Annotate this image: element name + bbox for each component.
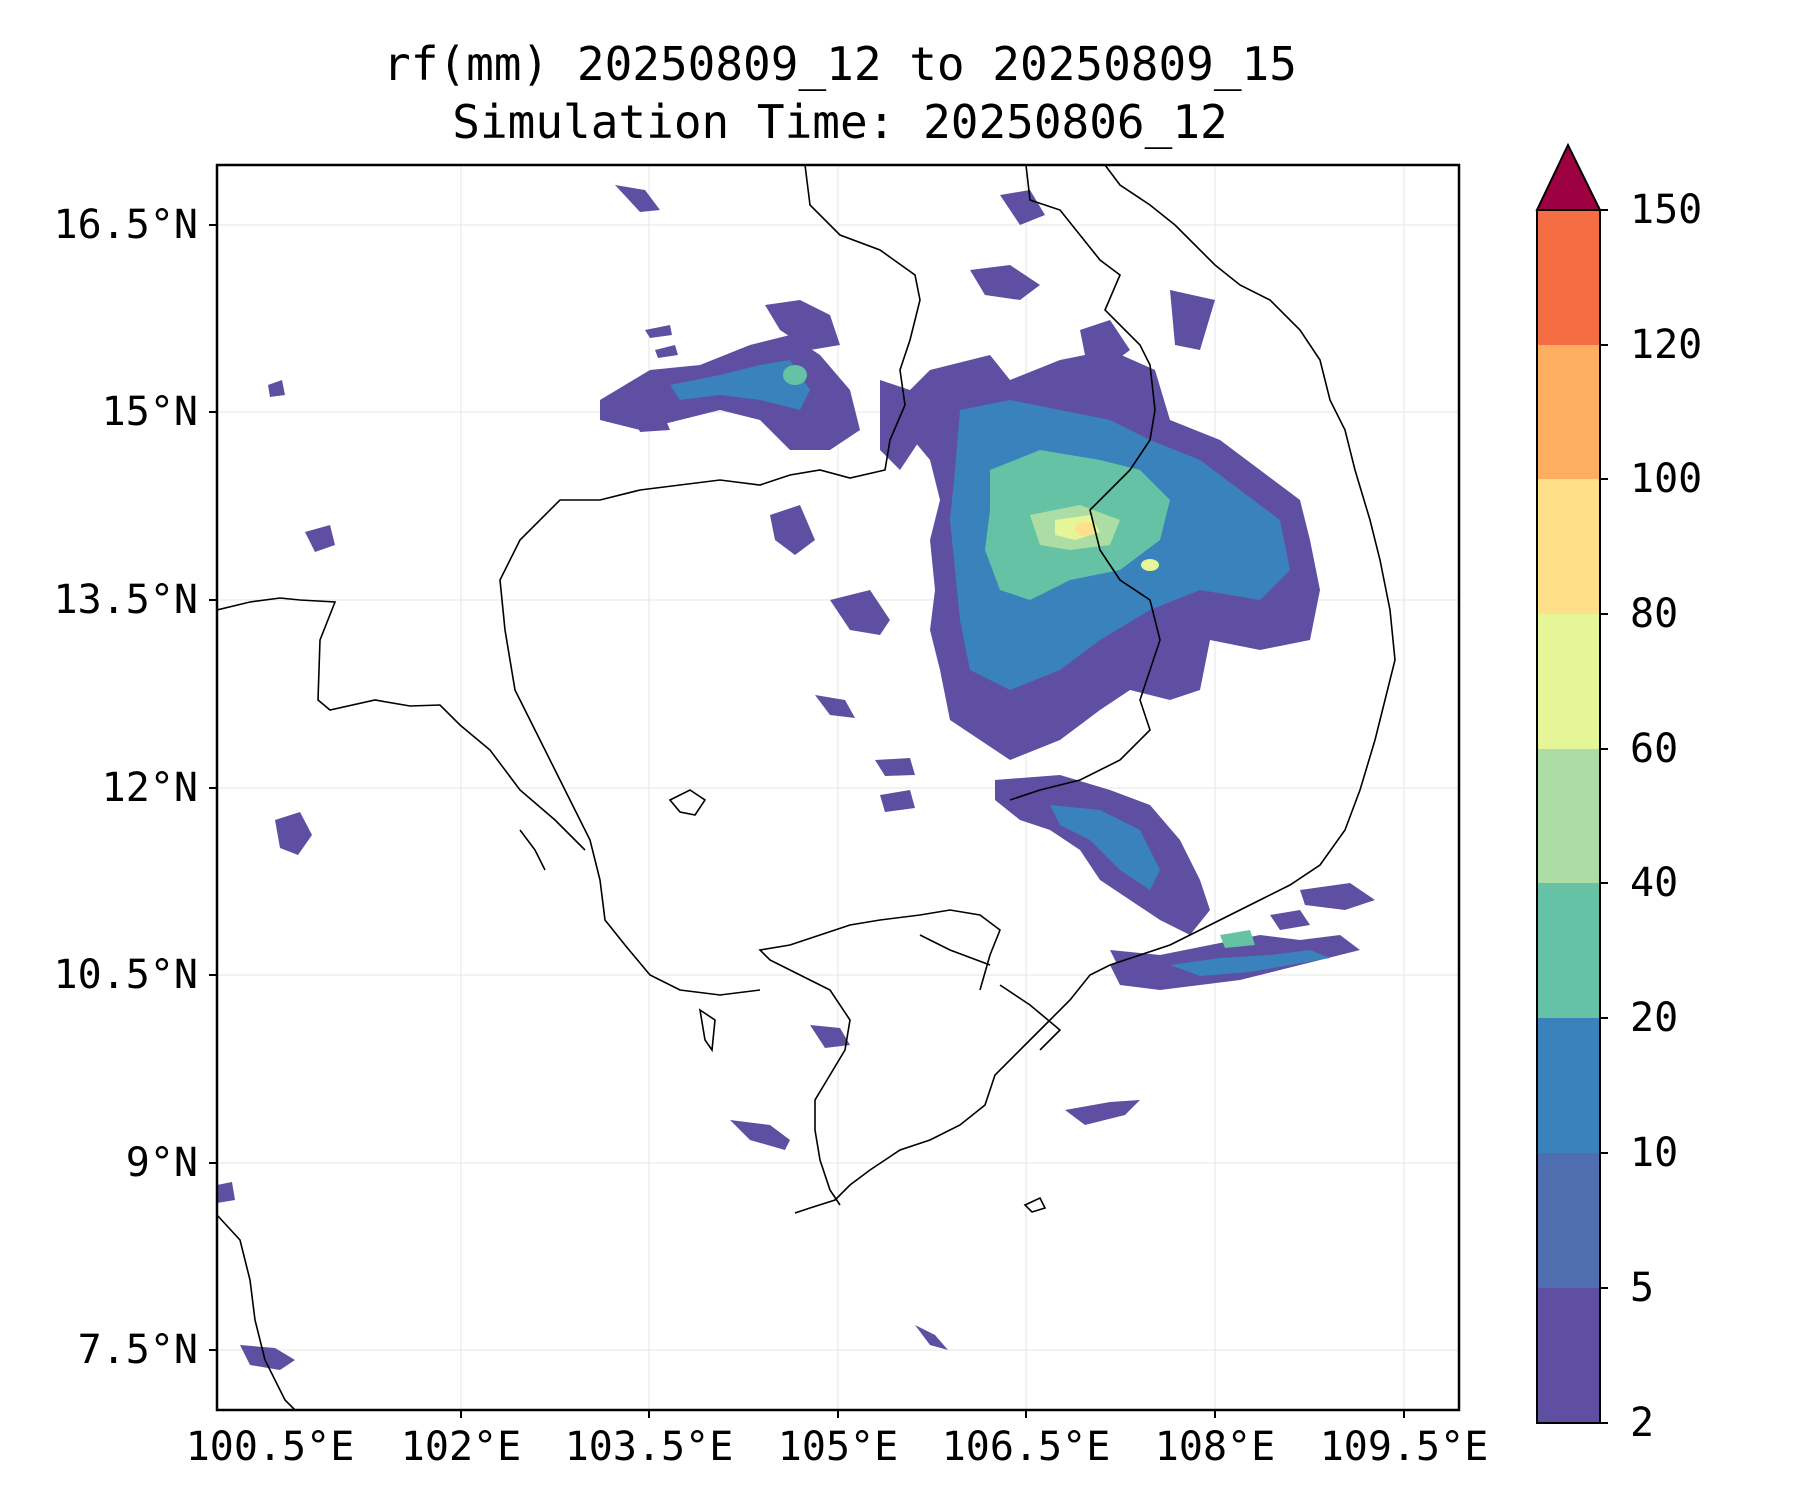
colorbar-segment [1537,1288,1600,1423]
colorbar-segment [1537,345,1600,479]
colorbar-segment [1537,883,1600,1018]
colorbar-segment [1537,749,1600,883]
colorbar: 2 5 10 20 40 60 80 100 120 150 [1535,142,1702,1446]
colorbar-tick-label: 100 [1630,456,1702,502]
lon-tick-label: 102°E [401,1424,521,1470]
colorbar-tick-label: 2 [1630,1400,1654,1446]
colorbar-tick-label: 40 [1630,860,1678,906]
lat-tick-label: 12°N [102,765,198,811]
colorbar-extend-triangle [1535,142,1602,211]
lon-tick-label: 100.5°E [186,1424,355,1470]
lon-tick-label: 103.5°E [565,1424,734,1470]
lat-tick-label: 16.5°N [54,202,199,248]
colorbar-tick-label: 150 [1630,187,1702,233]
colorbar-tick-label: 5 [1630,1265,1654,1311]
map-subtitle: Simulation Time: 20250806_12 [452,95,1228,149]
lat-tick-label: 10.5°N [54,952,199,998]
colorbar-segment [1537,614,1600,749]
lon-tick-label: 108°E [1155,1424,1275,1470]
colorbar-tick-label: 60 [1630,726,1678,772]
rainfall-contours [217,185,1375,1370]
colorbar-segment [1537,1018,1600,1153]
colorbar-segment [1537,1153,1600,1288]
colorbar-segment [1537,479,1600,614]
lon-tick-label: 106.5°E [942,1424,1111,1470]
gridlines [217,165,1459,1410]
map-title: rf(mm) 20250809_12 to 20250809_15 [383,37,1297,91]
lon-tick-label: 109.5°E [1320,1424,1489,1470]
colorbar-tick-label: 20 [1630,995,1678,1041]
colorbar-tick-label: 80 [1630,591,1678,637]
colorbar-tick-label: 10 [1630,1130,1678,1176]
coastlines-borders [217,165,1396,1410]
lat-tick-label: 7.5°N [78,1327,198,1373]
lat-tick-label: 15°N [102,389,198,435]
colorbar-segment [1537,210,1600,345]
colorbar-tick-label: 120 [1630,322,1702,368]
lat-tick-label: 13.5°N [54,577,199,623]
lon-tick-label: 105°E [778,1424,898,1470]
lat-tick-label: 9°N [126,1140,198,1186]
colorbar-frame [1536,209,1601,1424]
